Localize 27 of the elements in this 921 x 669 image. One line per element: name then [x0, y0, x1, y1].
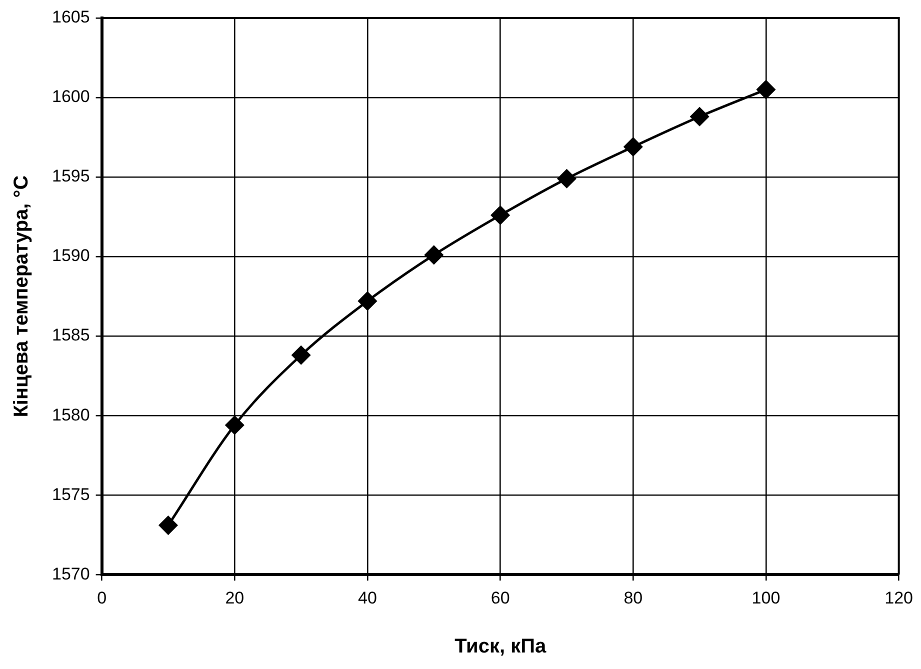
y-tick-label: 1605 — [52, 8, 90, 27]
point — [158, 516, 178, 535]
point — [358, 292, 377, 310]
point — [491, 206, 510, 224]
x-axis-title: Тиск, кПа — [454, 636, 547, 658]
point — [424, 246, 444, 264]
y-tick-label: 1595 — [52, 166, 90, 186]
x-tick-label: 120 — [884, 588, 914, 608]
x-tick-label: 40 — [358, 588, 377, 608]
x-tick-label: 20 — [225, 588, 244, 608]
x-tick-label: 100 — [752, 588, 780, 608]
point — [225, 416, 244, 434]
point — [624, 138, 642, 156]
x-tick-label: 0 — [97, 588, 107, 608]
y-tick-label: 1570 — [52, 564, 90, 584]
y-tick-label: 1590 — [52, 246, 90, 266]
point — [690, 107, 709, 126]
y-tick-label: 1580 — [52, 405, 90, 424]
point — [292, 346, 310, 364]
x-tick-label: 60 — [490, 588, 510, 608]
y-axis-title: Кінцева температура, °C — [10, 175, 33, 418]
y-tick-label: 1600 — [52, 87, 90, 106]
point — [756, 80, 776, 99]
y-tick-label: 1585 — [52, 326, 90, 345]
point — [557, 169, 576, 188]
y-tick-label: 1575 — [52, 484, 90, 504]
x-tick-label: 80 — [624, 588, 643, 608]
